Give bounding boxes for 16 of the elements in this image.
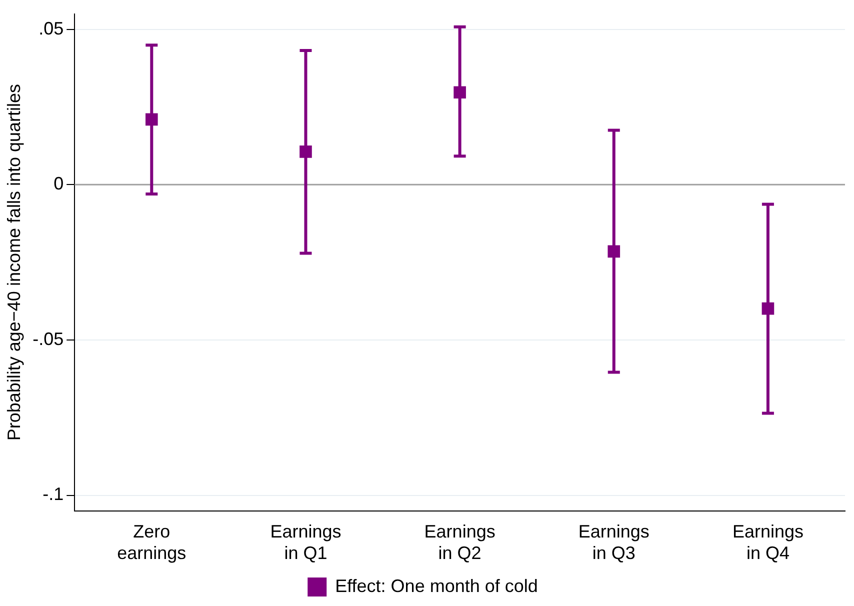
point [454,86,466,99]
x-tick-label: Earnings in Q3 [578,522,650,564]
y-tick-label: -.1 [42,484,64,504]
x-tick-label: Zero earnings [117,522,186,564]
x-tick-label: Earnings in Q1 [270,522,342,564]
y-tick-label: 0 [54,174,64,194]
point [608,245,620,258]
x-tick-label: Earnings in Q4 [732,522,804,564]
y-axis-title: Probability age−40 income falls into quartiles [4,84,24,441]
legend-label: Effect: One month of cold [335,576,538,596]
point [762,302,774,315]
point [146,113,158,126]
x-tick-label: Earnings in Q2 [424,522,496,564]
point [300,146,312,158]
y-tick-label: -.05 [32,328,64,349]
y-tick-label: .05 [38,18,64,38]
